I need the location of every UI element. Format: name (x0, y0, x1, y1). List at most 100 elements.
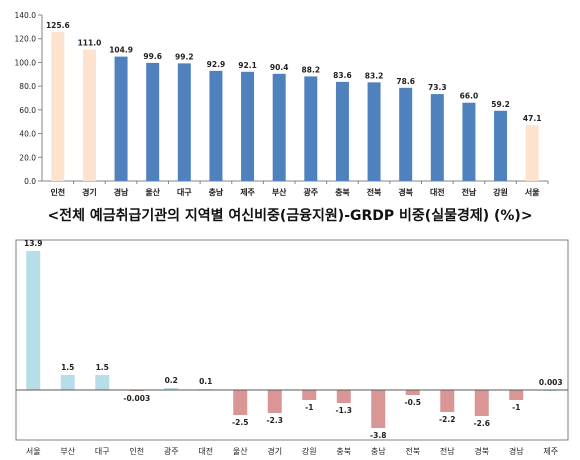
bar (371, 390, 386, 428)
x-category-label: 전북 (405, 446, 420, 456)
plot-border (15, 239, 569, 441)
bar (462, 102, 476, 181)
x-category-label: 서울 (26, 447, 41, 456)
bar (267, 390, 282, 413)
y-tick-label: 40.0 (19, 130, 36, 139)
bar-value-label: -2.5 (232, 418, 248, 427)
bar (146, 62, 160, 181)
y-tick-label: 20.0 (19, 153, 36, 162)
bar (60, 375, 75, 390)
bar (82, 49, 96, 182)
y-tick-label: 100.0 (15, 58, 37, 67)
bar-value-label: 0.2 (165, 376, 178, 385)
bar-value-label: -3.8 (370, 431, 386, 440)
bar (302, 390, 317, 400)
bar-value-label: 73.3 (428, 83, 447, 92)
bar-value-label: 88.2 (302, 65, 321, 74)
bar-value-label: 99.2 (175, 52, 194, 61)
x-category-label: 전북 (367, 187, 382, 197)
bar (367, 82, 381, 181)
bar-value-label: 13.9 (24, 239, 43, 248)
bar-value-label: 99.6 (143, 52, 162, 61)
x-category-label: 전남 (462, 187, 477, 197)
x-category-label: 대전 (198, 446, 213, 456)
bar (474, 390, 489, 416)
bar (525, 125, 539, 181)
x-category-label: 충북 (335, 187, 350, 197)
bar (114, 56, 128, 181)
bar-value-label: 83.2 (365, 71, 384, 80)
bar (430, 94, 444, 181)
bar-value-label: -0.003 (123, 394, 150, 403)
bar (26, 251, 41, 390)
bar-value-label: 92.1 (238, 61, 257, 70)
bar-value-label: -2.6 (474, 419, 490, 428)
bar-value-label: -1 (305, 403, 313, 412)
bar-value-label: 90.4 (270, 63, 289, 72)
y-tick-label: 80.0 (19, 82, 36, 91)
bar-value-label: 92.9 (207, 60, 226, 69)
bar (241, 71, 255, 181)
bar (335, 81, 349, 181)
chart-caption: <전체 예금취급기관의 지역별 여신비중(금융지원)-GRDP 비중(실물경제)… (47, 208, 533, 224)
bar-value-label: -0.5 (405, 398, 421, 407)
x-category-label: 부산 (60, 446, 75, 456)
bar-value-label: 111.0 (78, 38, 102, 47)
bar-value-label: 47.1 (523, 114, 542, 123)
bar (304, 76, 318, 181)
bar (177, 63, 191, 181)
bar-value-label: 78.6 (396, 77, 415, 86)
x-category-label: 강원 (493, 187, 508, 197)
x-category-label: 울산 (233, 446, 248, 456)
x-category-label: 충북 (336, 447, 351, 456)
bar-value-label: 0.1 (199, 377, 212, 386)
bar (272, 73, 286, 181)
x-category-label: 대구 (95, 447, 110, 456)
x-category-label: 부산 (272, 187, 287, 197)
x-category-label: 서울 (525, 187, 540, 197)
bar-value-label: -2.2 (439, 415, 455, 424)
x-category-label: 광주 (164, 446, 179, 456)
x-category-label: 충남 (371, 447, 386, 456)
x-category-label: 인천 (129, 446, 144, 456)
bar-value-label: -1 (512, 403, 520, 412)
bar-value-label: 1.5 (96, 363, 109, 372)
x-category-label: 경기 (82, 187, 97, 197)
bar-value-label: 0.003 (539, 378, 563, 387)
bar (209, 70, 223, 181)
x-category-label: 제주 (240, 187, 255, 197)
x-category-label: 광주 (303, 187, 318, 197)
bar (405, 390, 420, 395)
x-category-label: 경북 (398, 187, 413, 197)
bar-value-label: 1.5 (61, 363, 74, 372)
y-tick-label: 120.0 (15, 35, 37, 44)
bar-value-label: 59.2 (491, 100, 510, 109)
bar-value-label: 125.6 (46, 21, 70, 30)
x-category-label: 전남 (440, 446, 455, 456)
x-category-label: 경남 (114, 187, 129, 197)
bar (509, 390, 524, 400)
x-category-label: 울산 (145, 187, 160, 197)
bar (233, 390, 248, 415)
x-category-label: 인천 (50, 187, 65, 197)
bar-value-label: 66.0 (460, 92, 479, 101)
x-category-label: 경기 (267, 446, 282, 456)
x-category-label: 경북 (474, 446, 489, 456)
regional-lending-ratio-chart: 0.0 20.0 40.0 60.0 80.0 100.0 120.0 140.0 125.6 인… (15, 11, 549, 197)
x-category-label: 제주 (543, 447, 558, 456)
lending-minus-grdp-chart: 13.9 서울 1.5 부산 1.5 대구 -0.003 인천 0.2 광주 0.1 대전 -2.5 울산… (15, 239, 569, 456)
x-category-label: 경남 (509, 446, 524, 456)
y-tick-label: 60.0 (19, 106, 36, 115)
bar (399, 87, 413, 181)
bar (51, 32, 65, 182)
bar (494, 110, 508, 181)
y-tick-label: 0.0 (24, 177, 36, 186)
x-category-label: 강원 (302, 446, 317, 456)
x-category-label: 대구 (177, 187, 192, 197)
bar-value-label: -2.3 (267, 416, 283, 425)
bar-value-label: -1.3 (336, 406, 352, 415)
x-category-label: 충남 (209, 187, 224, 197)
bar (164, 388, 179, 390)
bar-value-label: 83.6 (333, 71, 352, 80)
bar (95, 375, 110, 390)
